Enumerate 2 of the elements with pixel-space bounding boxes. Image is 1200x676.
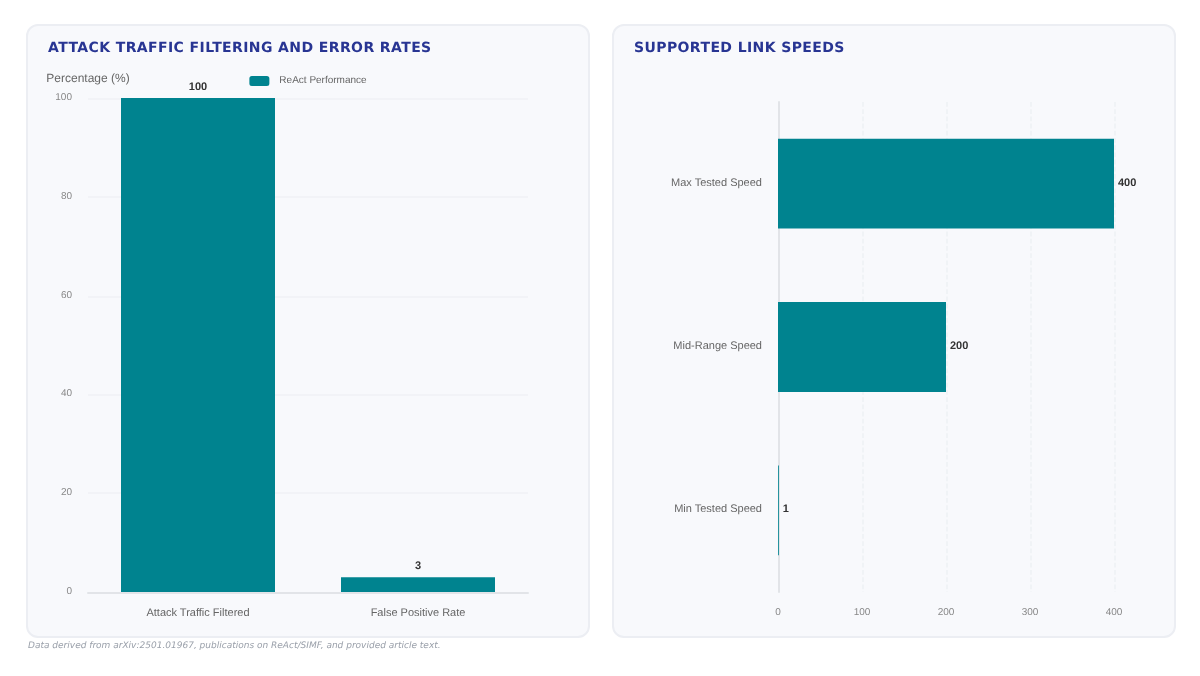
bar: [778, 138, 1114, 229]
bar: [778, 302, 946, 392]
